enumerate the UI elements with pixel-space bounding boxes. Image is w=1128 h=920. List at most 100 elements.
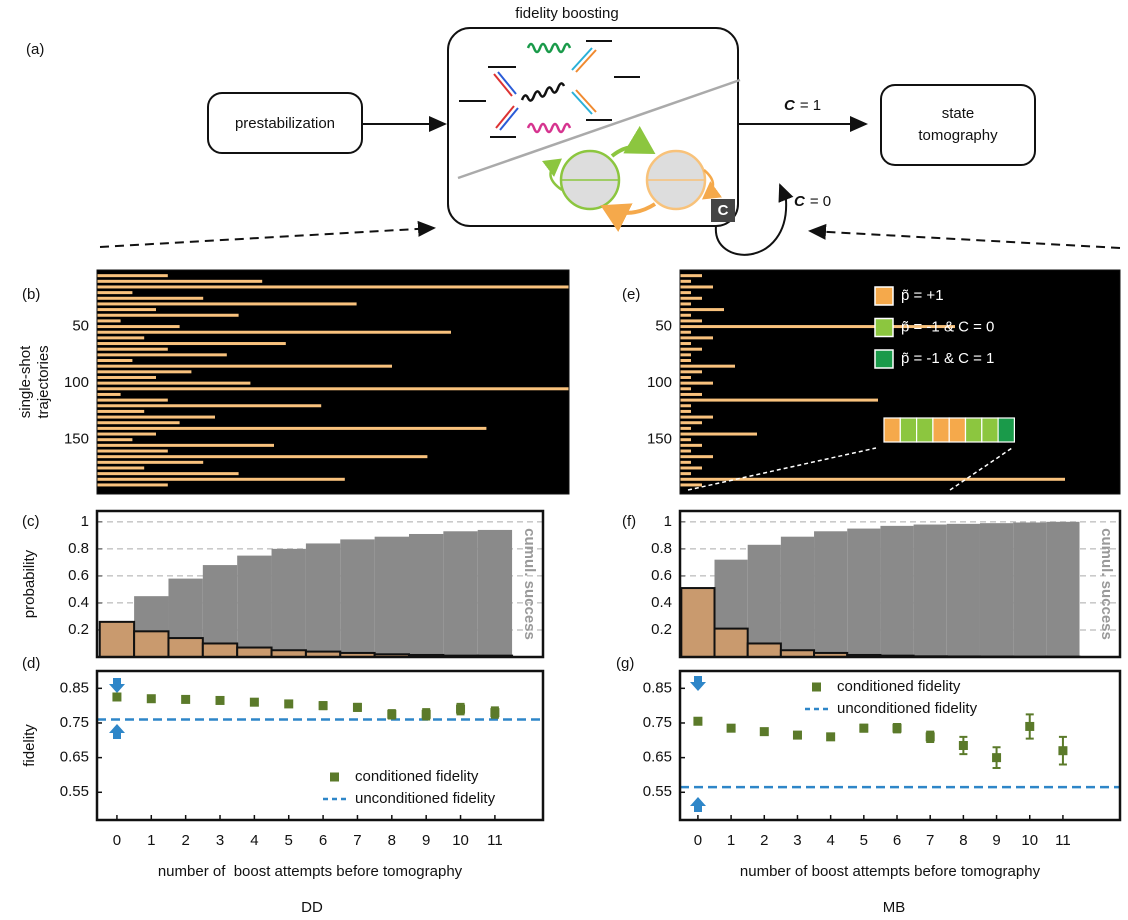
probability-bar xyxy=(167,637,204,659)
trajectory xyxy=(97,308,156,312)
error-bar-group xyxy=(826,732,836,742)
cumulative-bar xyxy=(979,523,1014,657)
legend-marker xyxy=(330,772,339,782)
start-label: prestabilization xyxy=(235,115,335,132)
x-tick-label: 9 xyxy=(992,832,1000,849)
x-tick-label: 6 xyxy=(893,832,901,849)
cumulative-bar xyxy=(847,528,881,657)
inset-cell xyxy=(964,417,983,443)
trajectory xyxy=(97,370,192,374)
trajectory xyxy=(97,274,168,278)
trajectory xyxy=(97,421,180,425)
y-tick-label: 0.8 xyxy=(68,540,89,557)
y-tick-label: 0.4 xyxy=(68,594,89,611)
marker xyxy=(958,741,968,750)
x-tick-label: 3 xyxy=(216,832,224,849)
annotation-arrow xyxy=(109,724,125,739)
loop-symbol: C xyxy=(794,193,806,210)
x-tick-label: 11 xyxy=(487,832,503,849)
caption: MB xyxy=(883,899,906,916)
trajectory xyxy=(97,381,251,385)
legend-label: p̃ = -1 & C = 1 xyxy=(901,350,994,367)
panel-label: (c) xyxy=(22,513,40,530)
annotation-arrow xyxy=(690,797,706,812)
trajectory xyxy=(97,330,451,334)
panel-label: (g) xyxy=(616,655,634,672)
marker xyxy=(215,695,225,705)
inset-cell xyxy=(932,417,950,443)
error-bar-group xyxy=(759,727,769,737)
error-bar-group xyxy=(352,702,362,712)
trajectory xyxy=(680,370,702,374)
error-bar-group xyxy=(859,723,869,733)
y-axis-label: single-shot xyxy=(17,345,34,418)
y-tick-label: 0.65 xyxy=(60,749,89,766)
x-tick-label: 9 xyxy=(422,832,430,849)
marker xyxy=(759,727,769,737)
trajectory xyxy=(680,415,713,419)
cumulative-bar xyxy=(747,544,781,657)
trajectory xyxy=(680,438,691,442)
probability-bar xyxy=(133,630,170,659)
trajectory xyxy=(97,387,569,391)
panel-label: (f) xyxy=(622,513,636,530)
trajectory xyxy=(680,483,702,487)
y-tick-label: 0.2 xyxy=(651,621,672,638)
trajectory xyxy=(97,375,156,379)
trajectory xyxy=(680,466,702,470)
trajectory xyxy=(680,353,691,357)
legend-label: unconditioned fidelity xyxy=(355,790,496,807)
panel-label: (a) xyxy=(26,41,44,58)
cumulative-bar xyxy=(408,533,444,657)
marker xyxy=(284,699,294,709)
inset-cell xyxy=(899,417,918,443)
marker xyxy=(892,723,902,733)
marker xyxy=(181,694,191,704)
trajectory xyxy=(97,477,345,481)
trajectory xyxy=(680,296,702,300)
y-axis-label: trajectories xyxy=(35,345,52,418)
probability-bar xyxy=(746,642,782,659)
y-tick-label: 150 xyxy=(647,431,672,448)
marker xyxy=(1025,721,1035,731)
cumulative-bar xyxy=(202,565,238,657)
inset-cell xyxy=(981,417,999,443)
trajectory xyxy=(97,409,145,413)
panel-label: (e) xyxy=(622,286,640,303)
trajectory xyxy=(680,443,702,447)
x-tick-label: 4 xyxy=(250,832,258,849)
annotation-arrow xyxy=(690,676,706,691)
trajectory xyxy=(97,483,168,487)
x-tick-label: 7 xyxy=(926,832,934,849)
error-bar-group xyxy=(249,697,259,707)
x-tick-label: 2 xyxy=(760,832,768,849)
trajectory xyxy=(680,285,713,289)
trajectory xyxy=(97,466,145,470)
x-tick-label: 6 xyxy=(319,832,327,849)
x-tick-label: 1 xyxy=(727,832,735,849)
trajectory xyxy=(680,449,691,453)
trajectory xyxy=(97,291,133,295)
trajectory xyxy=(680,387,691,391)
cumulative-bar xyxy=(946,523,980,657)
inset-arrow xyxy=(949,447,1013,491)
legend-label: p̃ = +1 xyxy=(901,287,944,304)
x-axis-label: number of boost attempts before tomograp… xyxy=(740,863,1041,880)
trajectory xyxy=(97,426,487,430)
y-tick-label: 0.65 xyxy=(643,749,672,766)
y-tick-label: 0.75 xyxy=(643,714,672,731)
trajectory xyxy=(680,274,702,278)
probability-bar xyxy=(201,642,239,659)
error-bar-group xyxy=(958,735,968,756)
trajectory xyxy=(97,347,168,351)
trajectory xyxy=(680,302,691,306)
marker xyxy=(146,694,156,704)
trajectory xyxy=(680,308,724,312)
plot-frame xyxy=(678,509,1122,659)
trajectory xyxy=(680,477,1065,481)
trajectory xyxy=(97,398,168,402)
trajectory xyxy=(680,392,702,396)
plot-frame xyxy=(95,669,545,822)
trajectory xyxy=(680,359,691,363)
cumulative-bar xyxy=(1046,521,1080,657)
